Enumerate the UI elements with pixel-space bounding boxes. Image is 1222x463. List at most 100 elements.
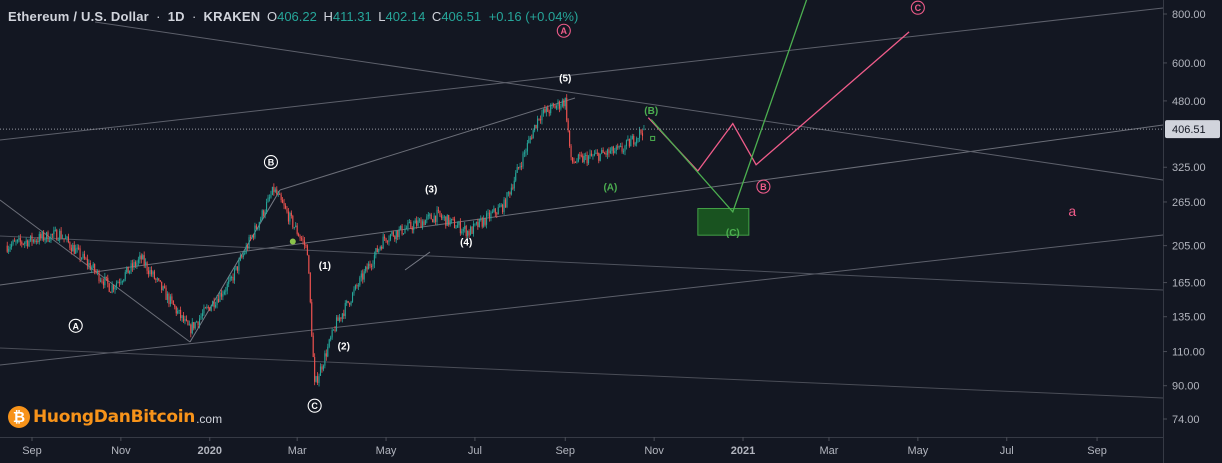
candle-body xyxy=(241,256,243,258)
candle-body xyxy=(60,230,62,239)
candle-body xyxy=(88,263,90,266)
candle-body xyxy=(381,246,383,249)
candle-body xyxy=(480,218,482,220)
candle-body xyxy=(25,240,27,243)
candle-body xyxy=(333,329,335,331)
candle-body xyxy=(376,248,378,253)
wave-annotations: A B C (1) (2) (3) (4) (5) A (A) (B) (C) B Ca xyxy=(0,0,1163,413)
candle-body xyxy=(220,292,222,297)
candle-body xyxy=(324,353,326,366)
candle-body xyxy=(9,247,11,249)
candle-body xyxy=(335,317,338,332)
candle-body xyxy=(456,225,458,228)
time-tick-label: Jul xyxy=(1000,445,1014,457)
candle-body xyxy=(503,199,505,213)
candle-body xyxy=(319,366,322,376)
candle-body xyxy=(563,100,565,107)
candle-body xyxy=(136,262,138,266)
candle-body xyxy=(433,215,435,223)
candle-body xyxy=(299,236,301,239)
price-axis[interactable]: 800.00 600.00 480.00 406.51 325.00 265.00 205.… xyxy=(1163,0,1220,463)
candle-body xyxy=(475,222,477,224)
wave-label-ring xyxy=(756,179,771,194)
candle-body xyxy=(621,145,623,152)
candle-body xyxy=(531,137,533,139)
candle-body xyxy=(416,220,418,226)
candle-body xyxy=(203,307,205,314)
interval[interactable]: 1D xyxy=(167,9,185,24)
candle-body xyxy=(72,245,74,252)
candle-body xyxy=(458,221,460,226)
candle-body xyxy=(229,277,231,281)
candle-body xyxy=(459,221,461,234)
candle-body xyxy=(242,254,244,258)
time-axis[interactable]: Sep Nov 2020 Mar May Jul Sep Nov 2021 Mar May Jul Se… xyxy=(0,437,1163,457)
candle-body xyxy=(474,223,476,225)
candle-body xyxy=(86,258,88,266)
candle-body xyxy=(257,227,259,229)
candle-body xyxy=(337,317,339,321)
candle-body xyxy=(378,248,380,253)
candle-body xyxy=(43,232,45,241)
candle-body xyxy=(35,240,37,242)
candle-body xyxy=(557,101,559,106)
time-tick-label: Nov xyxy=(111,445,131,457)
candle-body xyxy=(12,240,14,245)
candle-body xyxy=(95,271,97,273)
candle-body xyxy=(282,199,284,204)
candle-body xyxy=(277,193,279,195)
candle-body xyxy=(305,245,307,247)
candle-body xyxy=(338,317,340,321)
candle-body xyxy=(586,154,588,164)
candle-body xyxy=(611,146,613,151)
candle-body xyxy=(190,324,192,334)
candle-body xyxy=(330,337,332,340)
price-tick-label: 600.00 xyxy=(1172,58,1206,70)
candle-body xyxy=(67,236,69,243)
price-tick-label: 90.00 xyxy=(1172,381,1200,393)
candle-body xyxy=(633,135,635,145)
candle-body xyxy=(551,104,553,106)
candle-body xyxy=(462,228,464,232)
candle-body xyxy=(596,152,598,154)
candle-body xyxy=(529,137,531,140)
candle-body xyxy=(166,293,169,300)
candle-body xyxy=(89,263,91,270)
candle-body xyxy=(201,313,204,317)
candle-body xyxy=(515,172,517,181)
candle-body xyxy=(504,199,507,208)
candle-body xyxy=(564,97,566,107)
candle-body xyxy=(598,153,600,161)
candle-body xyxy=(496,213,498,215)
candle-body xyxy=(212,301,214,307)
candle-body xyxy=(359,277,361,286)
candle-body xyxy=(437,209,440,211)
candle-body xyxy=(137,259,139,263)
candle-body xyxy=(593,153,595,156)
candle-body xyxy=(64,238,67,240)
candle-body xyxy=(452,218,454,220)
candle-body xyxy=(343,313,345,316)
candle-body xyxy=(321,366,323,370)
open-label: O xyxy=(266,9,278,24)
candle-body xyxy=(547,107,549,112)
candle-body xyxy=(51,234,53,236)
candle-body xyxy=(191,322,193,334)
candle-body xyxy=(309,273,311,303)
candle-body xyxy=(252,235,255,238)
candle-body xyxy=(608,149,610,154)
trend-line xyxy=(94,21,1164,181)
candle-body xyxy=(558,101,560,109)
candle-body xyxy=(311,302,313,336)
candle-body xyxy=(634,143,636,145)
candle-body xyxy=(16,239,18,242)
low-label: L xyxy=(378,9,386,24)
candle-body xyxy=(328,339,330,347)
candle-body xyxy=(152,271,154,275)
candle-body xyxy=(385,238,387,242)
symbol-name: Ethereum / U.S. Dollar xyxy=(8,9,149,24)
candle-body xyxy=(446,215,448,226)
wave-label: (B) xyxy=(644,106,658,117)
candle-body xyxy=(555,105,558,109)
